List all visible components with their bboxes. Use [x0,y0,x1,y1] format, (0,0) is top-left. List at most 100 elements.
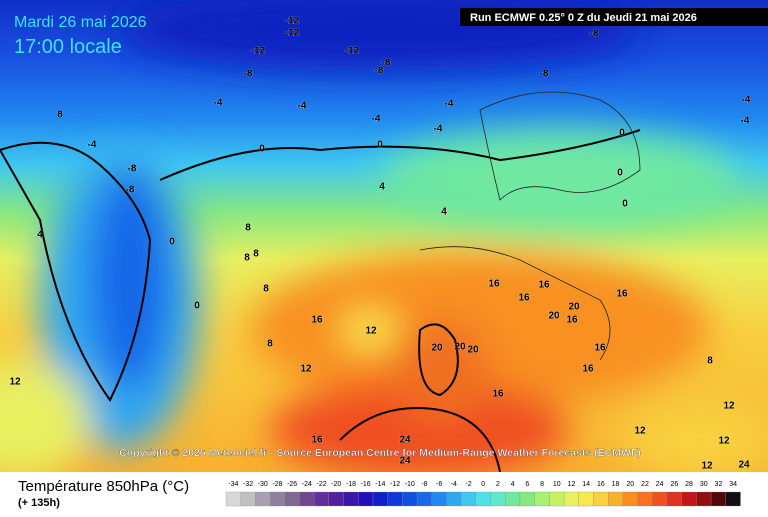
colorbar-swatch [505,491,521,507]
contour-label: 20 [431,343,443,354]
colorbar-swatch [416,491,432,507]
contour-label: -8 [375,66,384,77]
colorbar-label: 0 [481,481,485,488]
contour-label: 12 [365,326,377,337]
contour-label: -8 [540,69,549,80]
colorbar-swatch [681,491,697,507]
colorbar-label: 24 [656,481,664,488]
colorbar-label: 20 [626,481,634,488]
contour-label: 12 [701,461,713,472]
contour-label: -4 [88,140,97,151]
contour-label: 16 [616,289,628,300]
colorbar: -34 -32 -30 -28 -26 -24 -22 -20 -18 -16 -14 -12 -10-… [225,481,741,507]
colorbar-swatch [461,491,477,507]
colorbar-swatch [578,491,594,507]
contour-label: 12 [634,426,646,437]
colorbar-label: -30 [258,481,268,488]
colorbar-swatch [666,491,682,507]
colorbar-swatch [652,491,668,507]
colorbar-label: -6 [436,481,442,488]
colorbar-swatch [314,491,330,507]
colorbar-swatch [431,491,447,507]
colorbar-label: 30 [700,481,708,488]
colorbar-label: -20 [331,481,341,488]
contour-label: 16 [566,315,578,326]
contour-label: 8 [707,356,713,367]
contour-label: 8 [267,339,273,350]
contour-label: 16 [311,315,323,326]
colorbar-swatch [475,491,491,507]
contour-20 [418,323,459,397]
run-info: Run ECMWF 0.25° 0 Z du Jeudi 21 mai 2026 [470,12,697,24]
contour-label: -4 [298,101,307,112]
colorbar-label: 4 [511,481,515,488]
colorbar-label: 14 [582,481,590,488]
contour-label: 16 [582,364,594,375]
contour-label: -4 [434,124,443,135]
contour-label: 16 [492,389,504,400]
colorbar-label: 2 [496,481,500,488]
legend-title: Température 850hPa (°C) [18,478,189,495]
colorbar-label: -24 [302,481,312,488]
contour-label: 16 [538,280,550,291]
copyright: Copyright © 2026 Meteociel.fr - Source E… [119,447,641,459]
contour-label: 12 [718,436,730,447]
colorbar-label: 26 [670,481,678,488]
contour-label: 0 [619,128,625,139]
contour-label: -8 [126,185,135,196]
contour-label: 24 [399,456,411,467]
field-blobs [0,0,768,480]
colorbar-label: -34 [228,481,238,488]
contour-label: 0 [617,168,623,179]
colorbar-swatch [284,491,300,507]
legend-subtitle: (+ 135h) [18,497,60,509]
colorbar-swatch [269,491,285,507]
colorbar-label: -4 [451,481,457,488]
colorbar-label: 6 [525,481,529,488]
map-field [0,0,768,480]
contour-label: 0 [377,140,383,151]
colorbar-swatch [240,491,256,507]
contour-label: 16 [594,343,606,354]
colorbar-label: 18 [612,481,620,488]
contour-label: -12 [345,46,360,57]
contour-label: 16 [518,293,530,304]
colorbar-swatch [299,491,315,507]
contour-label: -8 [128,164,137,175]
contour-label: -4 [445,99,454,110]
colorbar-label: -32 [243,481,253,488]
colorbar-swatch [358,491,374,507]
colorbar-swatch [549,491,565,507]
contour-label: 12 [9,377,21,388]
colorbar-swatch [519,491,535,507]
contour-label: 16 [488,279,500,290]
contour-label: 0 [259,144,265,155]
contour-0 [159,129,641,181]
contour-label: 4 [441,207,447,218]
coastline [479,91,641,201]
colorbar-label: -26 [287,481,297,488]
colorbar-swatch [446,491,462,507]
colorbar-swatch [563,491,579,507]
contour-label: 16 [311,435,323,446]
contour-label: 12 [723,401,735,412]
colorbar-label: -16 [361,481,371,488]
colorbar-swatch [696,491,712,507]
colorbar-swatch [387,491,403,507]
colorbar-label: -2 [465,481,471,488]
contour-label: 8 [244,253,250,264]
contour-label: 12 [300,364,312,375]
contour-0 [0,141,152,402]
colorbar-label: -12 [390,481,400,488]
contour-label: -12 [285,16,300,27]
map-date: Mardi 26 mai 2026 [14,14,147,31]
colorbar-swatch [593,491,609,507]
contour-label: 4 [37,230,43,241]
contour-label: 20 [568,302,580,313]
contour-label: 0 [194,301,200,312]
contour-label: -8 [382,58,391,69]
colorbar-label: -18 [346,481,356,488]
contour-label: 20 [454,342,466,353]
